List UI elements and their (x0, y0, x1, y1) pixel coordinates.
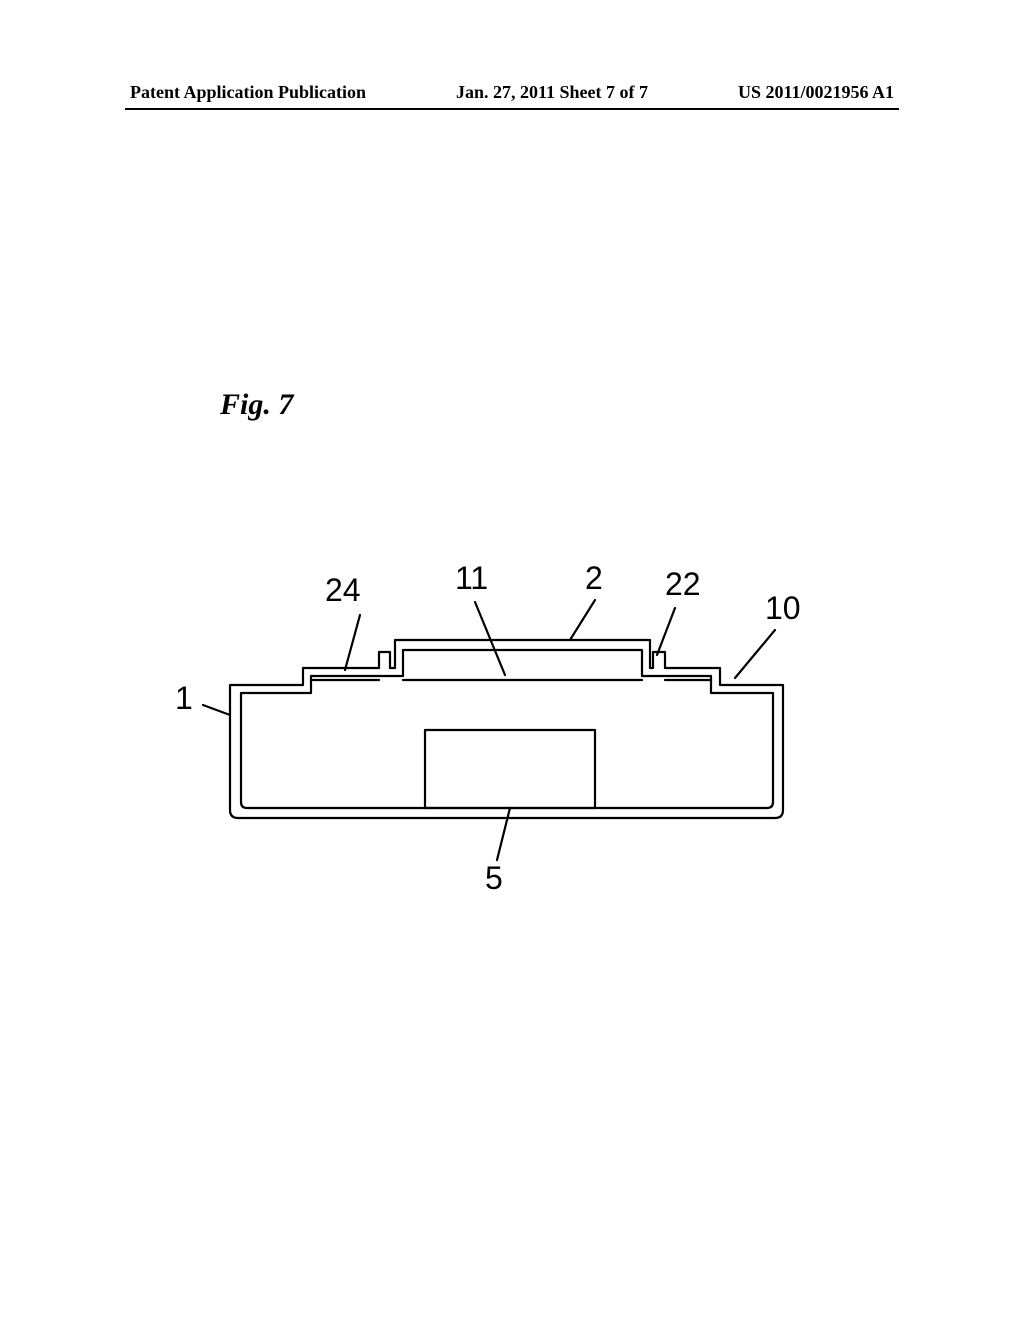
ref-24: 24 (325, 572, 361, 609)
lead-22 (657, 608, 675, 655)
lead-2 (570, 600, 595, 640)
ref-22: 22 (665, 566, 701, 603)
lead-11 (475, 602, 505, 675)
header-center: Jan. 27, 2011 Sheet 7 of 7 (456, 82, 648, 103)
figure-label: Fig. 7 (220, 388, 293, 422)
lead-10 (735, 630, 775, 678)
page-header: Patent Application Publication Jan. 27, … (0, 82, 1024, 103)
header-rule (125, 108, 899, 110)
ref-2: 2 (585, 560, 603, 597)
figure-7-diagram: 1 24 11 2 22 10 5 (175, 560, 875, 910)
ref-5: 5 (485, 860, 503, 897)
ref-10: 10 (765, 590, 801, 627)
lead-1 (203, 705, 230, 715)
ref-1: 1 (175, 680, 193, 717)
lead-24 (345, 615, 360, 670)
lead-5 (497, 808, 510, 860)
internal-block (425, 730, 595, 808)
header-left: Patent Application Publication (130, 82, 366, 103)
ref-11: 11 (455, 560, 488, 597)
header-right: US 2011/0021956 A1 (738, 82, 894, 103)
